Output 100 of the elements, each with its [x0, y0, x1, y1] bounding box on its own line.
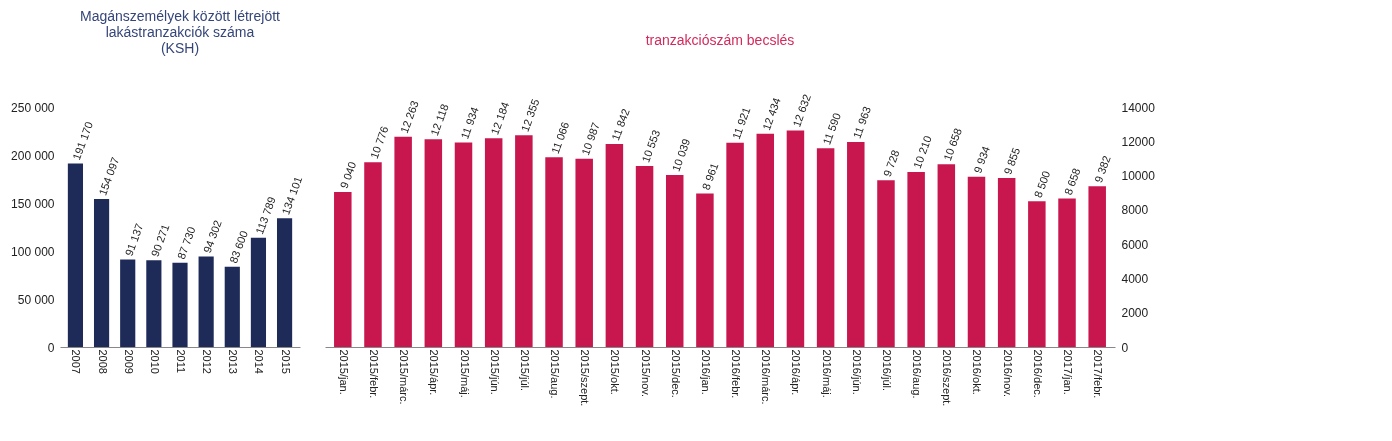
- x-tick-label: 2015/jún.: [488, 349, 501, 395]
- bar: [1088, 186, 1106, 347]
- bar: [276, 218, 293, 347]
- text: lakástranzakciók száma: [105, 24, 255, 40]
- bar: [334, 192, 352, 347]
- data-label: 9 382: [1091, 154, 1113, 185]
- bar: [816, 148, 835, 347]
- data-label: 9 040: [337, 160, 359, 190]
- bar: [67, 163, 84, 347]
- x-tick-label: 2016/márc.: [760, 349, 773, 405]
- bar: [364, 162, 382, 347]
- data-label: 154 097: [96, 155, 122, 198]
- y2-tick-label: 12000: [1121, 134, 1156, 149]
- x-tick-label: 2016/nov.: [1001, 349, 1014, 398]
- bar: [198, 256, 214, 347]
- bar: [1028, 201, 1046, 347]
- bar: [786, 130, 805, 347]
- bar: [756, 133, 775, 347]
- x-tick-label: 2015/jan.: [337, 349, 350, 395]
- x-tick-label: 2015/dec.: [669, 349, 682, 398]
- text: tranzakciószám becslés: [645, 32, 795, 49]
- x-tick-label: 2015/okt.: [609, 349, 622, 395]
- x-tick-label: 2011: [175, 349, 187, 374]
- bar: [454, 142, 473, 347]
- x-tick-label: 2016/febr.: [730, 349, 743, 399]
- bar: [515, 135, 533, 347]
- y-tick-label: 0: [47, 340, 55, 355]
- bar: [484, 138, 503, 347]
- bar: [224, 266, 240, 347]
- data-label: 11 921: [729, 105, 753, 141]
- x-tick-label: 2012: [201, 349, 214, 374]
- bar: [907, 171, 925, 347]
- x-tick-label: 2016/okt.: [971, 349, 984, 395]
- y2-tick-label: 4000: [1121, 271, 1149, 286]
- data-label: 113 789: [253, 195, 278, 236]
- bar: [847, 141, 865, 347]
- x-tick-label: 2015/márc.: [398, 349, 411, 405]
- y-tick-label: 150 000: [11, 196, 55, 211]
- bar: [967, 176, 986, 347]
- x-tick-label: 2016/ápr.: [790, 349, 803, 396]
- bar: [726, 142, 744, 347]
- x-tick-label: 2016/jan.: [699, 349, 712, 395]
- x-tick-label: 2016/jún.: [850, 349, 863, 395]
- x-tick-label: 2008: [96, 349, 109, 374]
- bar: [605, 143, 624, 347]
- bar: [877, 180, 895, 347]
- x-tick-label: 2009: [122, 349, 135, 374]
- y2-tick-label: 8000: [1121, 203, 1149, 218]
- x-tick-label: 2015/máj.: [458, 349, 471, 398]
- data-label: 9 934: [971, 144, 992, 175]
- data-label: 8 961: [699, 161, 721, 192]
- data-label: 11 963: [850, 104, 874, 140]
- data-label: 8 500: [1031, 169, 1053, 200]
- x-tick-label: 2016/dec.: [1031, 349, 1044, 398]
- data-label: 11 842: [609, 106, 632, 142]
- data-label: 11 066: [548, 120, 572, 156]
- x-tick-label: 2007: [70, 349, 83, 374]
- y2-tick-label: 14000: [1121, 100, 1156, 115]
- x-tick-label: 2015: [279, 349, 292, 374]
- bar: [997, 178, 1016, 347]
- data-label: 191 170: [70, 119, 96, 162]
- data-label: 83 600: [227, 228, 250, 265]
- data-label: 9 855: [1001, 146, 1023, 177]
- data-label: 11 590: [820, 111, 843, 147]
- data-label: 12 184: [488, 100, 512, 137]
- y-tick-label: 200 000: [11, 148, 55, 163]
- x-tick-label: 2016/júl.: [880, 349, 893, 392]
- bar: [250, 237, 267, 347]
- data-label: 10 658: [941, 126, 964, 163]
- bar: [394, 136, 412, 347]
- bar: [545, 157, 563, 347]
- bar: [146, 260, 162, 347]
- x-tick-label: 2016/szept.: [941, 349, 954, 407]
- data-label: 12 355: [518, 97, 542, 134]
- y2-tick-label: 6000: [1121, 237, 1149, 252]
- bar: [696, 193, 714, 347]
- data-label: 12 263: [397, 99, 421, 135]
- data-label: 12 118: [428, 102, 451, 138]
- data-label: 94 302: [200, 218, 224, 255]
- bar: [575, 158, 593, 347]
- x-tick-label: 2017/jan.: [1062, 349, 1075, 395]
- bar: [1058, 198, 1076, 347]
- data-label: 12 632: [790, 92, 814, 129]
- y-tick-label: 100 000: [11, 244, 55, 259]
- x-tick-label: 2017/febr.: [1092, 349, 1105, 399]
- x-tick-label: 2014: [253, 349, 266, 374]
- data-label: 12 434: [760, 96, 783, 132]
- bar: [665, 174, 684, 347]
- bar: [120, 259, 136, 347]
- data-label: 9 728: [880, 148, 902, 179]
- y2-tick-label: 0: [1121, 340, 1129, 355]
- data-label: 91 137: [122, 221, 146, 258]
- x-tick-label: 2015/szept.: [579, 349, 592, 407]
- bar: [172, 262, 188, 347]
- bar: [93, 199, 110, 347]
- data-label: 90 271: [148, 222, 172, 259]
- x-tick-label: 2016/aug.: [911, 349, 924, 399]
- data-label: 87 730: [174, 225, 198, 261]
- data-label: 10 039: [669, 137, 693, 173]
- y2-tick-label: 10000: [1121, 169, 1156, 184]
